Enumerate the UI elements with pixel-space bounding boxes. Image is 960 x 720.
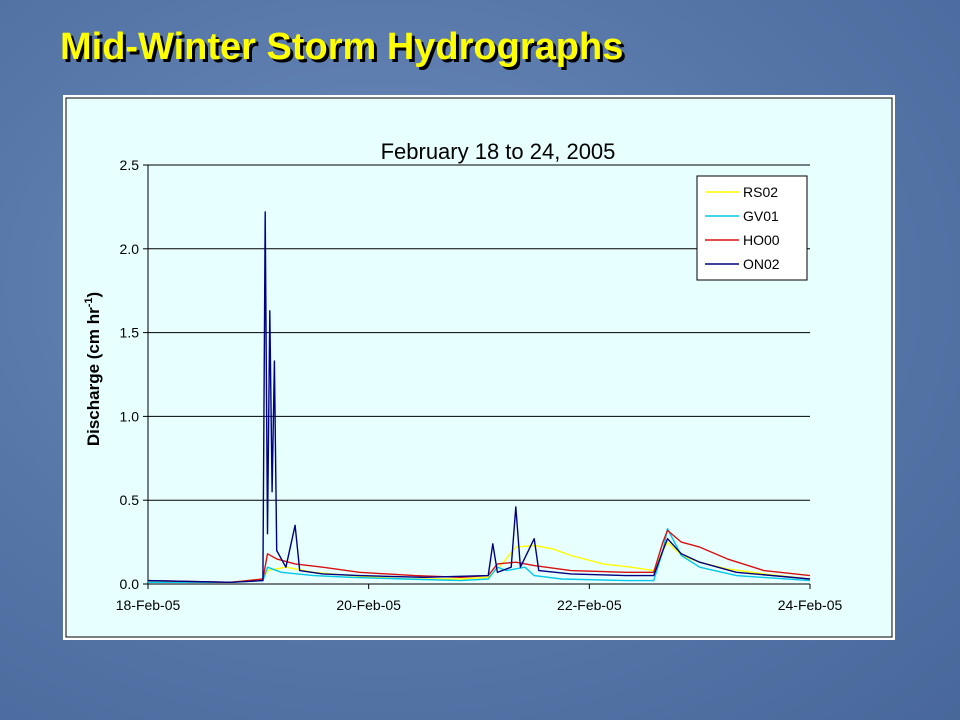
x-tick-label: 18-Feb-05: [116, 597, 181, 613]
series-line-ho00: [147, 529, 811, 583]
legend-box: [696, 175, 808, 281]
legend-label-on02: ON02: [743, 256, 780, 272]
y-tick-label: 0.5: [120, 492, 140, 508]
x-tick-label: 20-Feb-05: [336, 597, 401, 613]
legend-label-ho00: HO00: [743, 232, 780, 248]
y-tick-label: 2.5: [120, 157, 140, 173]
x-tick-label: 24-Feb-05: [778, 597, 843, 613]
y-tick-label: 2.0: [120, 241, 140, 257]
y-tick-label: 1.0: [120, 408, 140, 424]
y-tick-label: 0.0: [120, 576, 140, 592]
legend-label-gv01: GV01: [743, 208, 779, 224]
series-line-on02: [147, 211, 811, 583]
series-lines: [147, 211, 811, 583]
legend: RS02 GV01 HO00 ON02: [696, 175, 808, 281]
hydrograph-chart: February 18 to 24, 2005 0.0 0.5 1.0 1.5 2.0 2…: [65, 97, 893, 638]
chart-title: February 18 to 24, 2005: [381, 139, 616, 164]
legend-label-rs02: RS02: [743, 184, 778, 200]
series-line-gv01: [148, 528, 811, 583]
x-tick-label: 22-Feb-05: [557, 597, 622, 613]
chart-frame: February 18 to 24, 2005 0.0 0.5 1.0 1.5 2.0 2…: [63, 95, 895, 640]
slide-title: Mid-Winter Storm Hydrographs: [60, 26, 624, 68]
y-tick-label: 1.5: [120, 325, 140, 341]
axes: 0.0 0.5 1.0 1.5 2.0 2.5 18-Feb-05 20-Feb-05 22-F…: [116, 157, 843, 613]
y-axis-label: Discharge (cm hr-1): [83, 292, 103, 446]
gridlines: [148, 164, 810, 501]
